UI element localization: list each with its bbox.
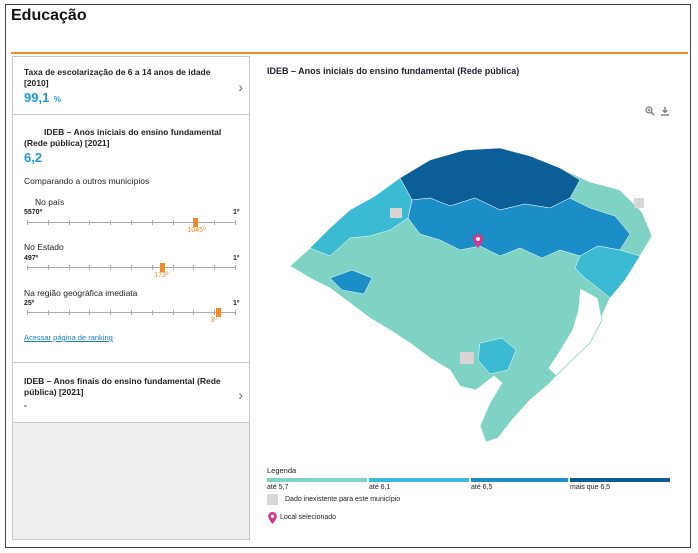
state-map[interactable] [280,138,658,448]
ranking-tick [193,265,195,270]
ranking-tick [172,310,174,315]
ranking-position: 1045º [187,227,206,234]
legend-na-swatch [267,494,278,505]
ranking-tick [27,220,28,225]
ranking-position: 3º [210,317,217,324]
location-pin-icon [268,511,277,529]
map-region-southwest [329,269,373,295]
card-title: Taxa de escolarização de 6 a 14 anos de … [24,67,211,77]
legend-na-label: Dado inexistente para este município [285,496,401,503]
chevron-right-icon[interactable]: › [238,387,243,403]
legend-label: até 6,1 [369,484,391,491]
ranking-marker [216,308,222,317]
ranking-marker [193,218,199,227]
download-icon[interactable] [660,106,670,118]
card-ideb-finais[interactable]: IDEB – Anos finais do ensino fundamental… [13,363,249,423]
ranking-tick [131,220,132,225]
ranking-track [27,218,236,227]
ranking-tick [131,310,132,315]
map-lagoon [547,287,603,377]
left-panel: Taxa de escolarização de 6 a 14 anos de … [12,56,250,540]
ranking-tick [151,220,153,225]
ranking-track [27,308,236,317]
legend-title: Legenda [267,466,297,475]
ranking-tick [193,310,195,315]
ranking-tick [89,220,91,225]
zoom-icon[interactable] [645,106,655,118]
ranking-first: 1º [233,255,240,262]
ranking-total: 497º [24,255,39,262]
ranking-page-link[interactable]: Acessar página de ranking [24,333,113,342]
ranking-tick [89,265,91,270]
map-pin-icon [473,234,483,248]
map-region-east [574,245,641,299]
ranking-tick [193,220,195,225]
ranking-label: No país [35,197,65,207]
ranking-tick [172,220,174,225]
ranking-tick [235,265,236,270]
card-value-wrap: 99,1 % [24,89,61,107]
card-title: IDEB – Anos iniciais do ensino fundament… [24,127,222,148]
ranking-tick [47,220,49,225]
ranking-label: No Estado [24,242,64,252]
ranking-tick [68,220,70,225]
ranking-tick [214,310,216,315]
ranking-tick [214,265,216,270]
ranking-tick [27,265,28,270]
ranking-first: 1º [233,300,240,307]
ranking-total: 25º [24,300,35,307]
ranking-tick [214,220,216,225]
card-unit: % [53,95,61,104]
ranking-tick [172,265,174,270]
ranking-tick [47,265,49,270]
ranking-tick [68,310,70,315]
ranking-position: 173º [154,272,169,279]
card-escolarizacao[interactable]: Taxa de escolarização de 6 a 14 anos de … [13,57,249,115]
card-year: [2010] [24,78,49,88]
ranking-label: Na região geográfica imediata [24,288,138,298]
ranking-tick [235,310,236,315]
ranking-marker [160,263,166,272]
ranking-tick [27,310,28,315]
card-value: - [24,400,27,410]
chevron-right-icon[interactable]: › [238,79,243,95]
ranking-tick [110,220,112,225]
legend-bar [471,478,568,482]
comparing-label: Comparando a outros municípios [24,176,150,186]
ranking-total: 5570º [24,209,43,216]
card-value: 6,2 [24,150,43,165]
map-na-area [390,208,402,218]
map-na-area [460,352,474,364]
legend-label: até 6,5 [471,484,493,491]
ranking-tick [151,310,153,315]
legend-label: mais que 6,5 [570,484,611,491]
map-title: IDEB – Anos iniciais do ensino fundament… [267,66,520,76]
ranking-tick [110,265,112,270]
title-divider [11,52,688,54]
empty-area [13,423,249,539]
ranking-tick [110,310,112,315]
card-title: IDEB – Anos finais do ensino fundamental… [24,376,221,397]
legend-selected-label: Local selecionado [280,514,337,521]
ranking-tick [68,265,70,270]
ranking-track [27,263,236,272]
ranking-tick [47,310,49,315]
ranking-tick [235,220,236,225]
map-region-west [309,177,413,257]
legend-bar [267,478,367,482]
card-ideb-iniciais: IDEB – Anos iniciais do ensino fundament… [13,115,249,363]
ranking-tick [131,265,132,270]
map-region-south [477,337,517,375]
ranking-first: 1º [233,209,240,216]
legend-bar [570,478,670,482]
map-na-area [634,198,644,208]
page-title: Educação [11,7,87,24]
legend-label: até 5,7 [267,484,289,491]
ranking-tick [151,265,153,270]
legend-bar [369,478,469,482]
ranking-tick [89,310,91,315]
card-value: 99,1 [24,90,50,105]
